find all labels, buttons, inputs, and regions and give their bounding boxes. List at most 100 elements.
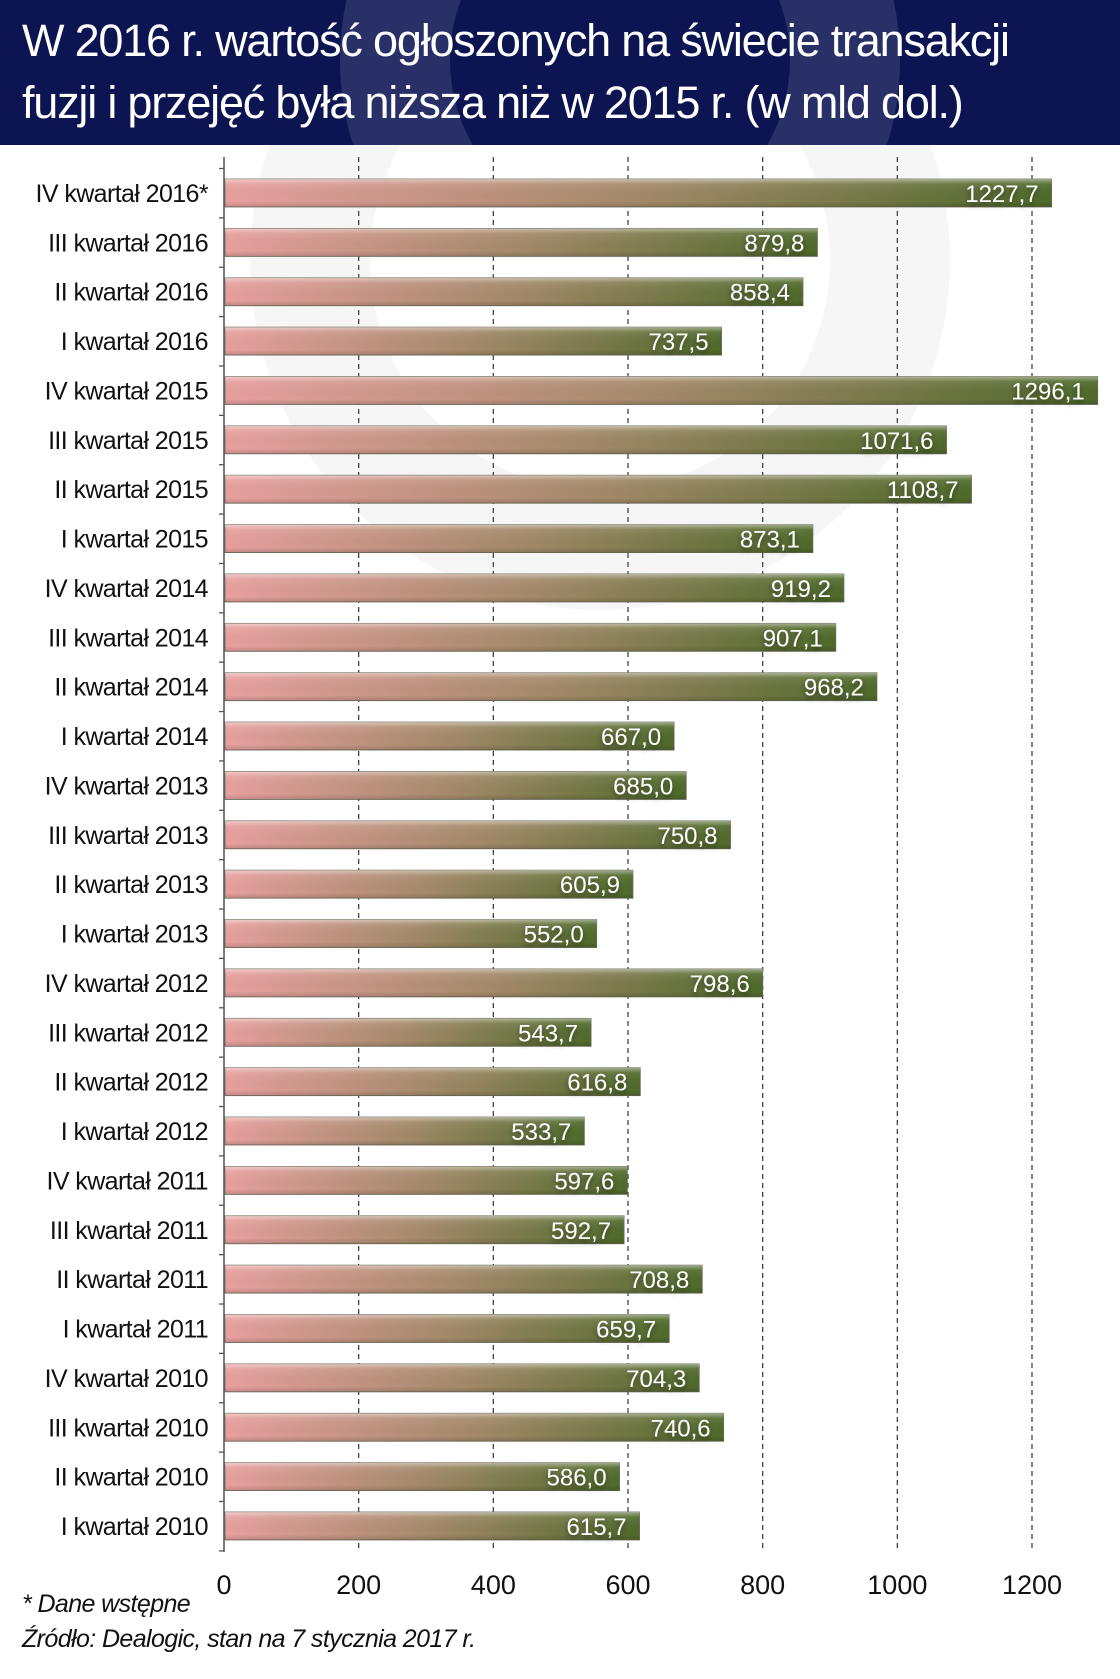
bar-group <box>224 1116 585 1146</box>
category-labels: IV kwartał 2016* III kwartał 2016 II kwart… <box>36 180 210 1541</box>
bar-shine <box>225 1462 620 1491</box>
footnote: * Dane wstępne <box>22 1590 191 1618</box>
value-label: 873,1 <box>740 527 800 554</box>
category-label: IV kwartał 2014 <box>45 575 209 603</box>
bar-shine <box>225 1166 628 1195</box>
bar-chart: IV kwartał 2016* III kwartał 2016 II kwart… <box>36 157 1099 1595</box>
bar-shine <box>225 968 763 997</box>
category-label: IV kwartał 2010 <box>45 1365 208 1393</box>
category-label: IV kwartał 2012 <box>45 970 208 998</box>
bar-group <box>224 178 1053 208</box>
value-label: 750,8 <box>657 823 717 850</box>
bar-group <box>224 869 634 899</box>
category-label: I kwartał 2011 <box>63 1316 208 1344</box>
bar-shine <box>225 672 877 701</box>
bar-group <box>224 721 675 751</box>
value-label: 1296,1 <box>1011 378 1084 405</box>
value-label: 685,0 <box>613 773 673 800</box>
x-tick-labels: 0 200 400 600 800 1000 1200 <box>216 1570 1062 1595</box>
title-banner: W 2016 r. wartość ogłoszonych na świecie… <box>0 0 1120 145</box>
bar-group <box>224 1314 670 1343</box>
bar-group <box>224 968 764 998</box>
title-line-1: W 2016 r. wartość ogłoszonych na świecie… <box>22 15 1010 66</box>
bar-group <box>224 771 687 800</box>
value-label: 552,0 <box>524 922 584 949</box>
source-note: Źródło: Dealogic, stan na 7 stycznia 201… <box>22 1625 476 1653</box>
bar-group <box>224 573 845 603</box>
bar-group <box>224 672 878 702</box>
bar-group <box>224 1017 592 1047</box>
x-tick-label: 1200 <box>1002 1570 1062 1595</box>
category-label: I kwartał 2016 <box>61 328 208 356</box>
category-label: III kwartał 2013 <box>48 822 208 850</box>
value-labels: 1227,7 879,8 858,4 737,5 1296,1 1071,6 1108,7 8… <box>511 181 1084 1541</box>
category-label: I kwartał 2010 <box>61 1513 208 1541</box>
value-label: 737,5 <box>649 329 709 356</box>
bar-group <box>224 1264 703 1294</box>
value-label: 667,0 <box>601 724 661 751</box>
bar-shine <box>225 623 836 652</box>
category-label: IV kwartał 2013 <box>45 772 208 800</box>
bar-shine <box>225 573 844 602</box>
bar-group <box>224 227 818 257</box>
category-label: II kwartał 2015 <box>54 476 208 504</box>
bar-group <box>224 919 598 948</box>
value-label: 704,3 <box>626 1366 686 1393</box>
bar-shine <box>225 524 813 553</box>
category-label: III kwartał 2016 <box>48 229 208 257</box>
category-label: II kwartał 2011 <box>56 1266 208 1294</box>
chart-title: W 2016 r. wartość ogłoszonych na świecie… <box>22 10 1112 134</box>
title-line-2: fuzji i przejęć była niższa niż w 2015 r… <box>22 77 964 128</box>
bar-shine <box>225 919 597 948</box>
bar-shine <box>225 870 633 899</box>
bar-shine <box>225 1511 640 1540</box>
value-label: 615,7 <box>567 1514 627 1541</box>
bar-shine <box>225 1413 724 1442</box>
category-label: IV kwartał 2015 <box>45 377 208 405</box>
value-label: 968,2 <box>804 675 864 702</box>
x-tick-label: 400 <box>471 1570 516 1595</box>
category-label: III kwartał 2012 <box>48 1019 208 1047</box>
y-axis <box>219 157 225 1552</box>
bar-group <box>224 1511 640 1541</box>
category-label: III kwartał 2011 <box>50 1217 208 1245</box>
bar-shine <box>225 1314 670 1343</box>
header-watermark-circle <box>340 0 900 145</box>
bar-group <box>224 376 1099 405</box>
value-label: 907,1 <box>763 625 823 652</box>
bar-shine <box>225 1215 625 1244</box>
value-label: 592,7 <box>551 1218 611 1245</box>
value-label: 798,6 <box>690 971 750 998</box>
category-label: II kwartał 2010 <box>54 1464 208 1492</box>
bar-shine <box>225 771 687 800</box>
bar-shine <box>225 820 731 849</box>
x-tick-label: 600 <box>605 1570 650 1595</box>
category-label: I kwartał 2013 <box>61 921 208 949</box>
value-label: 659,7 <box>596 1317 656 1344</box>
bar-group <box>224 524 814 553</box>
value-label: 605,9 <box>560 872 620 899</box>
bar-group <box>224 326 722 356</box>
x-tick-label: 200 <box>336 1570 381 1595</box>
bar-shine <box>225 1117 585 1146</box>
category-label: IV kwartał 2016* <box>36 180 209 208</box>
value-label: 543,7 <box>518 1020 578 1047</box>
x-tick-label: 0 <box>216 1570 231 1595</box>
category-label: III kwartał 2015 <box>48 427 208 455</box>
value-label: 919,2 <box>771 576 831 603</box>
x-tick-label: 800 <box>740 1570 785 1595</box>
value-label: 597,6 <box>554 1168 614 1195</box>
value-label: 616,8 <box>567 1070 627 1097</box>
value-label: 1227,7 <box>965 181 1038 208</box>
value-label: 1108,7 <box>887 477 959 504</box>
bar-group <box>224 622 837 652</box>
bar-group <box>224 425 947 455</box>
category-label: IV kwartał 2011 <box>47 1167 208 1195</box>
bar-shine <box>225 179 1052 207</box>
category-label: III kwartał 2010 <box>48 1414 208 1442</box>
bar-shine <box>225 327 722 356</box>
bar-group <box>224 1067 641 1097</box>
value-label: 533,7 <box>511 1119 571 1146</box>
bar-shine <box>225 1018 592 1047</box>
value-label: 858,4 <box>730 280 790 307</box>
